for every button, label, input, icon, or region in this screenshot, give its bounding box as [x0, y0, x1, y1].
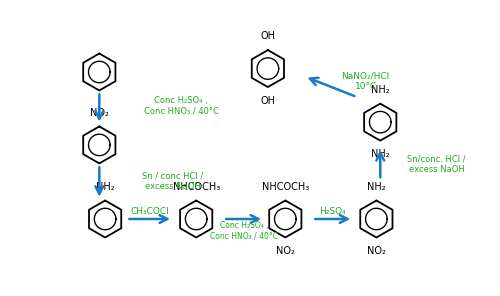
Text: NaNO₂/HCl
10°C: NaNO₂/HCl 10°C — [342, 71, 390, 91]
Text: NH₂: NH₂ — [371, 85, 390, 95]
Text: H₂SO₄: H₂SO₄ — [319, 207, 346, 215]
Text: CH₃COCl: CH₃COCl — [130, 207, 169, 215]
Text: NO₂: NO₂ — [367, 246, 386, 256]
Text: NHCOCH₃: NHCOCH₃ — [262, 182, 309, 192]
Text: OH: OH — [260, 96, 276, 106]
Text: OH: OH — [260, 31, 276, 41]
Text: NH₂: NH₂ — [367, 182, 386, 192]
Text: NO₂: NO₂ — [276, 246, 295, 256]
Text: NH₂: NH₂ — [371, 149, 390, 159]
Text: NHCOCH₃: NHCOCH₃ — [172, 182, 220, 192]
Text: NO₂: NO₂ — [90, 108, 109, 118]
Text: Conc H₂SO₄ ,
Conc HNO₃ / 40°C: Conc H₂SO₄ , Conc HNO₃ / 40°C — [210, 221, 278, 240]
Text: NH₂: NH₂ — [96, 182, 114, 192]
Text: Sn/conc. HCl /
excess NaOH: Sn/conc. HCl / excess NaOH — [408, 155, 466, 174]
Text: Conc H₂SO₄ ,
Conc HNO₃ / 40°C: Conc H₂SO₄ , Conc HNO₃ / 40°C — [144, 96, 219, 116]
Text: Sn / conc HCl /
excess NaOH: Sn / conc HCl / excess NaOH — [142, 172, 203, 191]
